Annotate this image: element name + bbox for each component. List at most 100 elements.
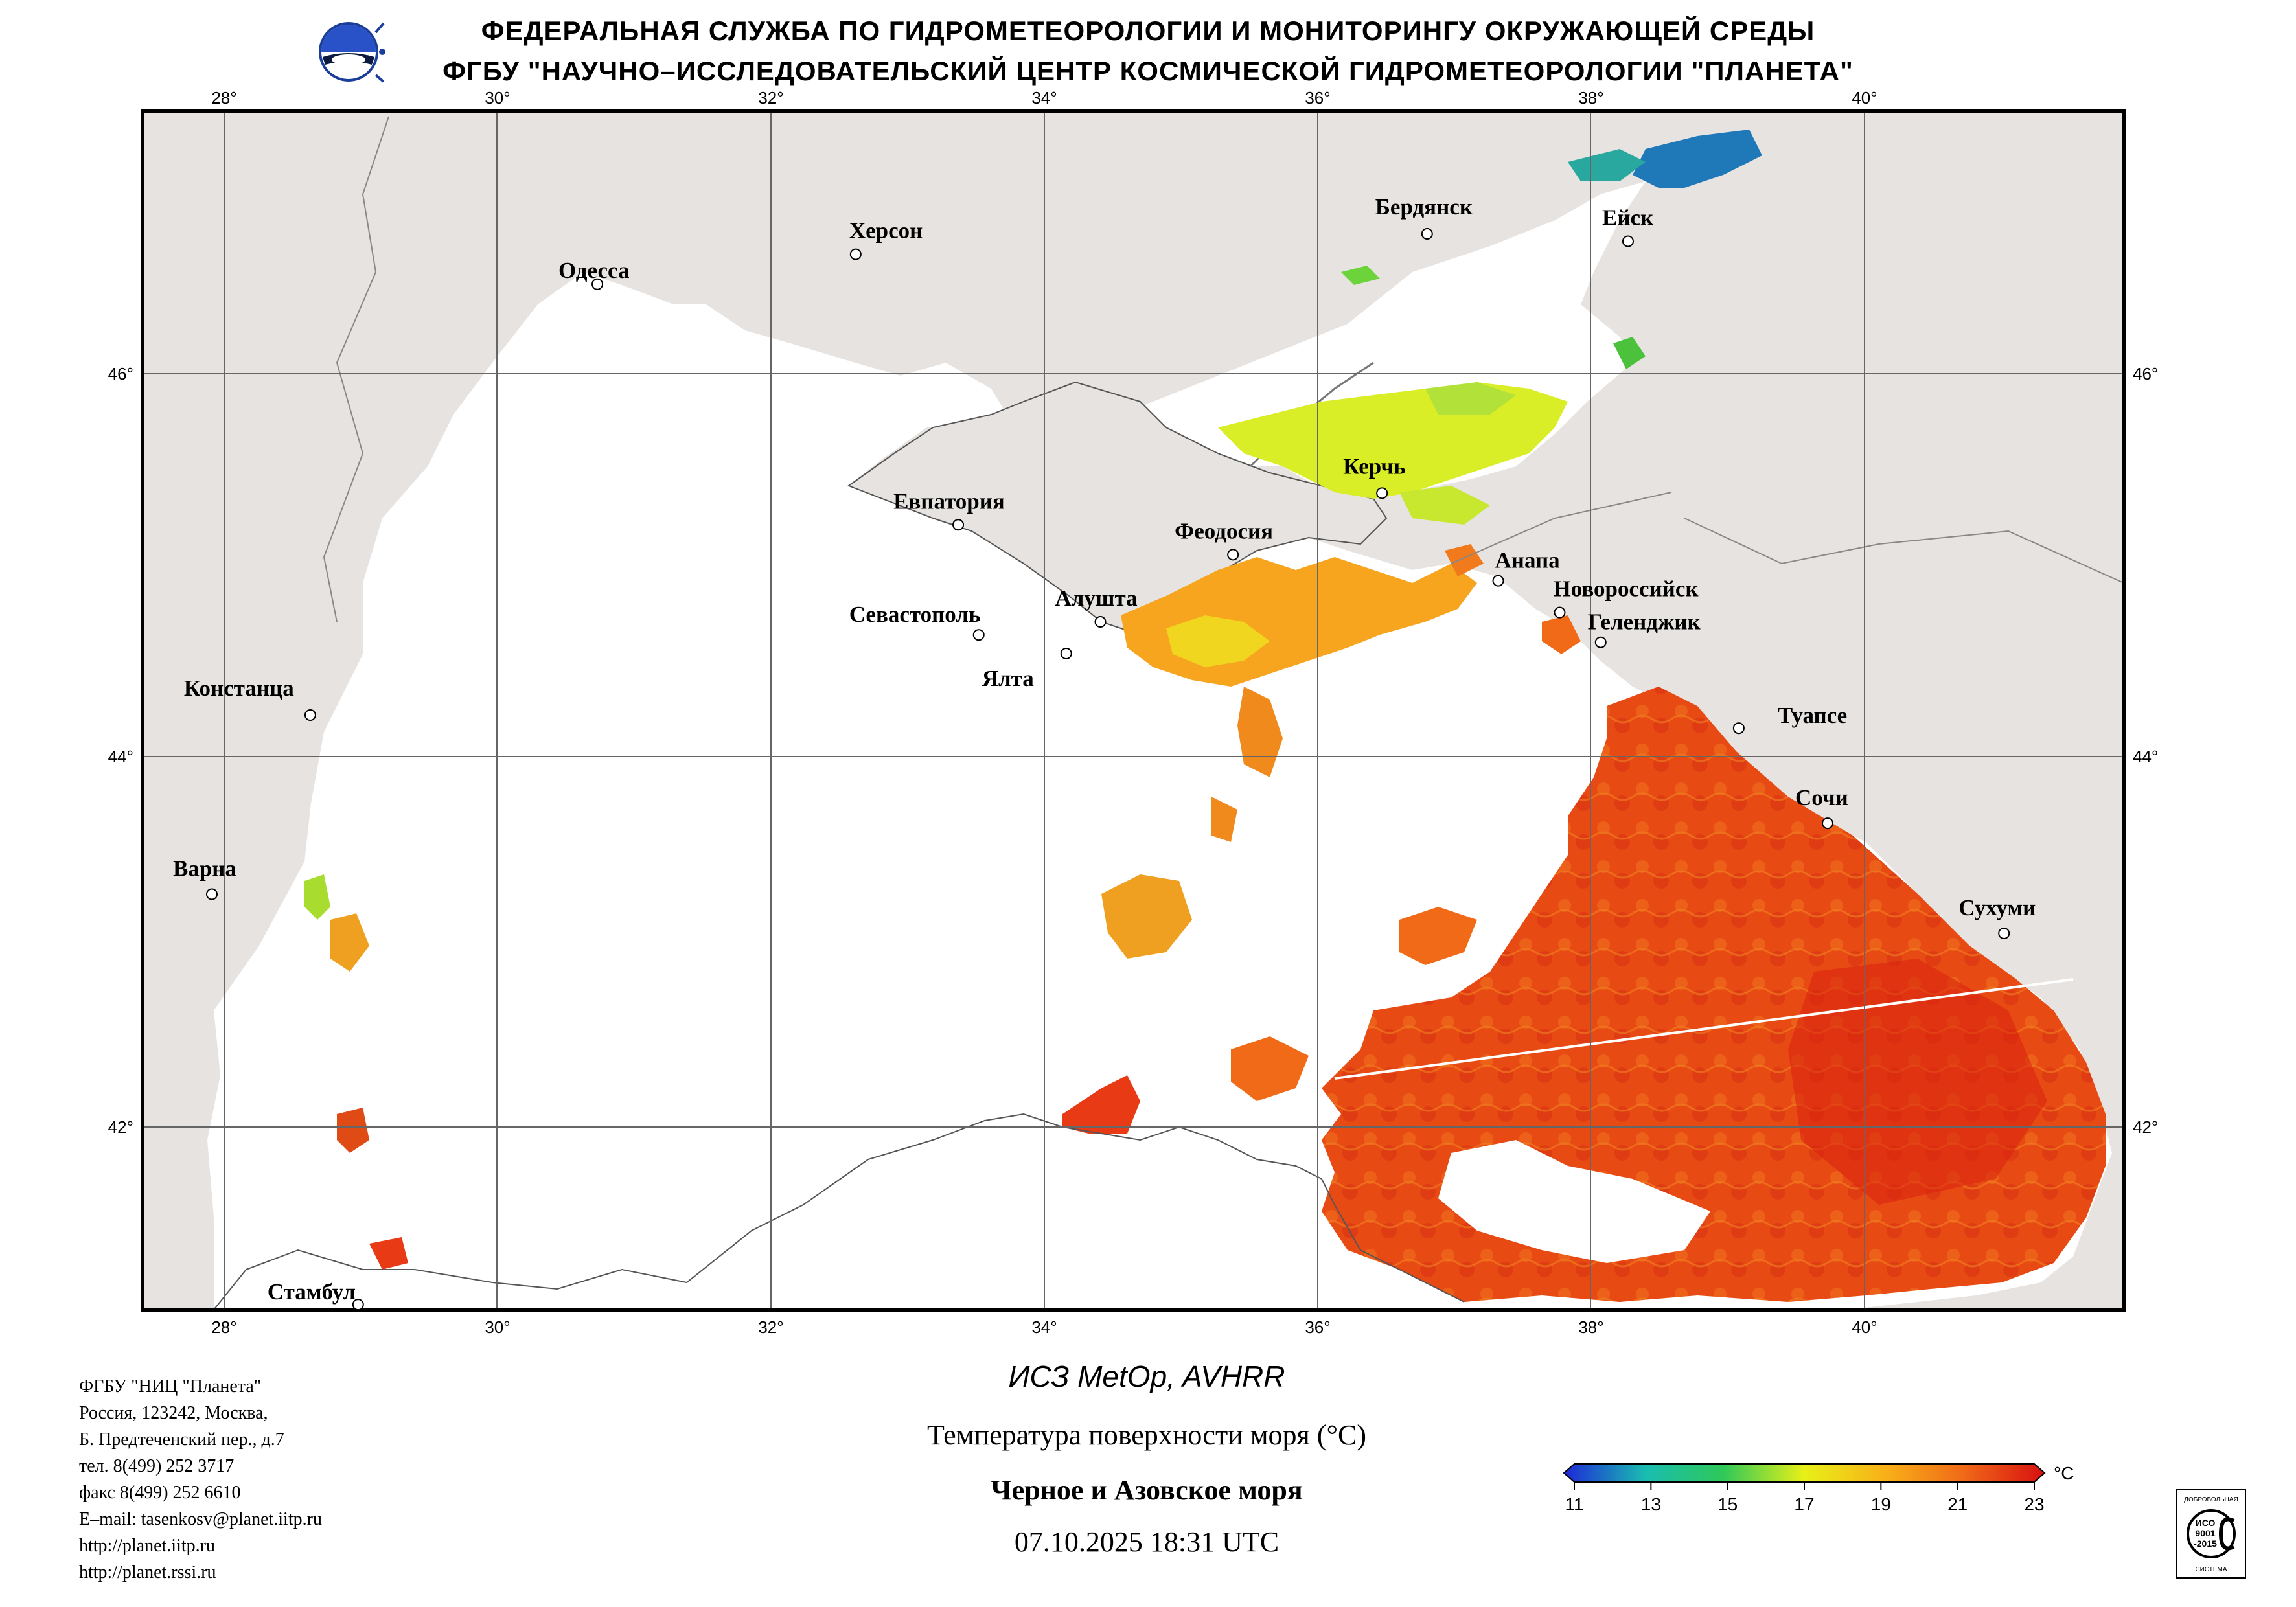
region-title: Черное и Азовское моря: [991, 1474, 1303, 1506]
latitude-labels-left: 46° 44° 42°: [108, 364, 133, 1137]
sst-west-patches: [304, 874, 408, 1270]
city-marker: [952, 519, 965, 531]
city-label: Одесса: [558, 258, 629, 283]
river-lines: [323, 116, 2124, 622]
cert-bottom: СИСТЕМА: [2195, 1566, 2227, 1573]
org-site-2[interactable]: http://planet.rssi.ru: [79, 1562, 216, 1582]
graticule: [143, 111, 2124, 1310]
lon-label-bottom: 40°: [1852, 1317, 1877, 1337]
sst-east: [1322, 687, 2106, 1302]
sst-south-patches: [1062, 907, 1477, 1134]
org-name: ФГБУ "НИЦ "Планета": [79, 1376, 262, 1396]
temperature-colorbar: 11 13 15 17 19 21 23 °C: [1563, 1463, 2074, 1514]
city-marker: [1732, 722, 1745, 735]
lon-label-bottom: 28°: [211, 1317, 236, 1337]
org-email[interactable]: E–mail: tasenkosv@planet.iitp.ru: [79, 1509, 322, 1529]
latitude-labels-right: 46° 44° 42°: [2133, 364, 2158, 1137]
city-label: Ейск: [1602, 205, 1654, 231]
lon-label-top: 28°: [211, 88, 236, 108]
city-label: Евпатория: [893, 488, 1005, 514]
lat-label-left: 44°: [108, 747, 133, 766]
crimea-land: [847, 381, 1388, 636]
city-marker: [591, 278, 604, 290]
city-label: Анапа: [1495, 548, 1560, 573]
city-marker: [1822, 817, 1834, 830]
lon-label-bottom: 38°: [1578, 1317, 1603, 1337]
city-label: Новороссийск: [1553, 576, 1699, 602]
colorbar-bar: [1563, 1463, 2046, 1483]
colorbar-labels: 11 13 15 17 19 21 23: [1565, 1494, 2044, 1514]
lon-label-bottom: 30°: [485, 1317, 510, 1337]
city-label: Сухуми: [1958, 895, 2036, 920]
datetime-label: 07.10.2025 18:31 UTC: [1014, 1526, 1280, 1558]
city-marker: [849, 248, 862, 260]
longitude-labels-top: 28° 30° 32° 34° 36° 38° 40°: [211, 88, 1877, 108]
lon-label-top: 30°: [485, 88, 510, 108]
colorbar-tick-label: 23: [2024, 1494, 2044, 1514]
city-label: Констанца: [184, 676, 294, 701]
map-canvas: 28° 30° 32° 34° 36° 38° 40° 28° 30° 32° 34° 36° 38°…: [108, 88, 2159, 1337]
org-country: Россия, 123242, Москва,: [79, 1403, 268, 1423]
city-label: Севастополь: [849, 602, 981, 627]
lon-label-top: 38°: [1578, 88, 1603, 108]
city-label: Ялта: [982, 666, 1034, 691]
city-marker: [1492, 575, 1504, 587]
city-label: Стамбул: [268, 1279, 356, 1305]
city-marker: [1421, 228, 1433, 240]
city-marker: [1376, 487, 1388, 499]
city-marker: [352, 1299, 364, 1311]
lat-label-right: 46°: [2133, 364, 2158, 383]
lon-label-bottom: 34°: [1031, 1317, 1057, 1337]
longitude-labels-bottom: 28° 30° 32° 34° 36° 38° 40°: [211, 1317, 1877, 1337]
city-marker: [1622, 235, 1634, 247]
planeta-logo-icon: [319, 22, 385, 83]
product-title: Температура поверхности моря (°C): [926, 1419, 1367, 1451]
org-fax: факс 8(499) 252 6610: [79, 1483, 241, 1503]
city-label: Туапсе: [1778, 703, 1847, 728]
city-marker: [1594, 636, 1607, 648]
lon-label-bottom: 32°: [758, 1317, 783, 1337]
lat-label-left: 42°: [108, 1117, 133, 1137]
cert-iso: ИСО: [2196, 1518, 2216, 1528]
sst-azov-north: [1341, 130, 1762, 369]
lon-label-bottom: 36°: [1305, 1317, 1330, 1337]
cert-num: 9001: [2195, 1528, 2215, 1538]
city-label: Херсон: [849, 218, 923, 244]
colorbar-tick-label: 15: [1717, 1494, 1738, 1514]
city-marker: [1094, 616, 1107, 628]
city-label: Феодосия: [1175, 518, 1273, 543]
colorbar-tick-label: 17: [1794, 1494, 1814, 1514]
city-marker: [1227, 549, 1239, 561]
sst-crimea-south: [1101, 557, 1477, 959]
sst-kerch-azov: [1218, 382, 1581, 654]
city-markers: Одесса Херсон Бердянск Ейск Евпатория Керчь Фе…: [173, 194, 2036, 1311]
agency-title: ФЕДЕРАЛЬНАЯ СЛУЖБА ПО ГИДРОМЕТЕОРОЛОГИИ …: [481, 16, 1815, 46]
colorbar-tick-label: 11: [1565, 1494, 1583, 1514]
lon-label-top: 36°: [1305, 88, 1330, 108]
colorbar-tick-label: 21: [1947, 1494, 1968, 1514]
lon-label-top: 40°: [1852, 88, 1877, 108]
cert-top: ДОБРОВОЛЬНАЯ: [2184, 1496, 2238, 1503]
colorbar-ticks: [1574, 1482, 2035, 1490]
city-marker: [206, 888, 218, 900]
sst-map: 28° 30° 32° 34° 36° 38° 40° 28° 30° 32° 34° 36° 38°…: [108, 88, 2159, 1337]
city-label: Алушта: [1055, 586, 1138, 611]
city-label: Сочи: [1795, 785, 1848, 810]
org-street: Б. Предтеченский пер., д.7: [79, 1430, 284, 1450]
org-site-1[interactable]: http://planet.iitp.ru: [79, 1536, 215, 1556]
city-label: Бердянск: [1375, 194, 1473, 220]
city-marker: [972, 629, 985, 641]
city-marker: [1554, 606, 1566, 619]
coastline-south: [213, 1113, 1465, 1310]
lon-label-top: 32°: [758, 88, 783, 108]
lat-label-right: 42°: [2133, 1117, 2158, 1137]
org-phone: тел. 8(499) 252 3717: [79, 1456, 235, 1476]
lat-label-right: 44°: [2133, 747, 2158, 766]
center-title: ФГБУ "НАУЧНО–ИССЛЕДОВАТЕЛЬСКИЙ ЦЕНТР КОС…: [442, 56, 1854, 86]
city-marker: [1998, 928, 2010, 939]
city-marker: [304, 709, 316, 722]
satellite-label: ИСЗ MetOp, AVHRR: [1008, 1360, 1285, 1393]
colorbar-unit: °C: [2054, 1463, 2074, 1483]
city-label: Варна: [173, 856, 236, 882]
iso-certification-badge: ДОБРОВОЛЬНАЯ ИСО 9001 -2015 СИСТЕМА: [2176, 1489, 2246, 1579]
